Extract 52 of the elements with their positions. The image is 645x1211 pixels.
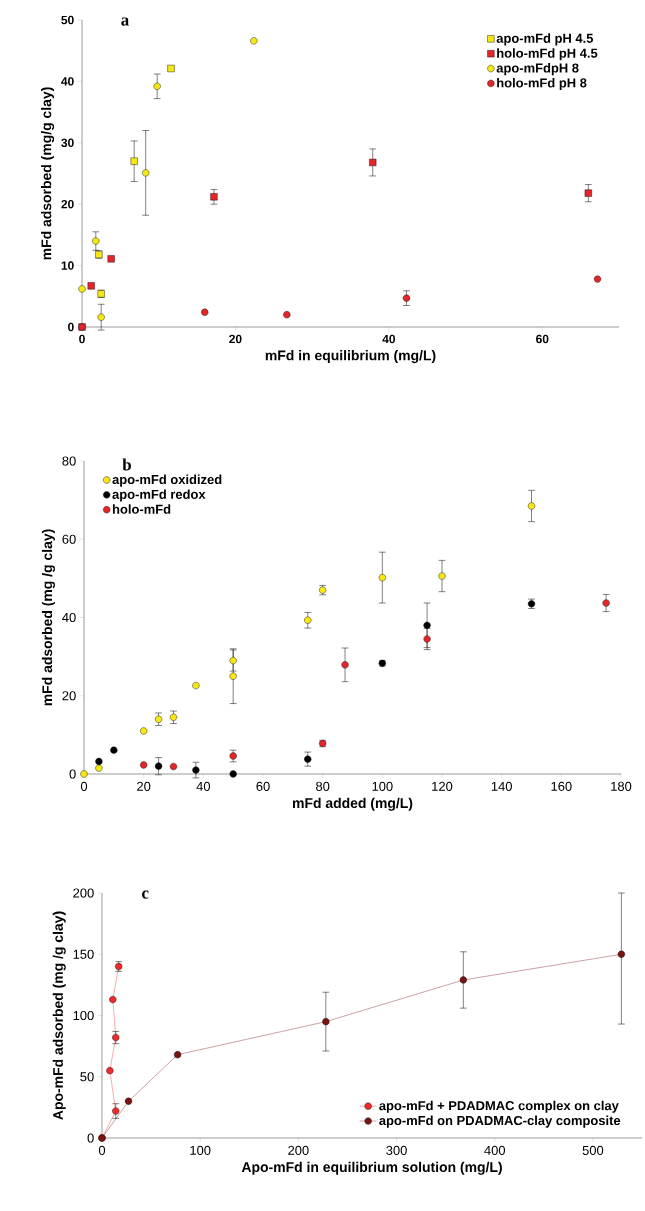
x-tick-label: 120	[432, 781, 453, 791]
x-tick-label: 400	[484, 1145, 506, 1155]
x-tick-label: 300	[386, 1145, 407, 1155]
y-tick-label: 20	[61, 199, 74, 209]
x-tick-label: 40	[382, 334, 396, 344]
y-tick-label: 30	[61, 138, 74, 148]
y-tick-label: 0	[68, 322, 74, 332]
legend-label: apo-mFd + PDADMAC complex on clay	[379, 1100, 619, 1113]
legend-label: holo-mFd	[112, 504, 171, 514]
y-tick-label: 60	[62, 534, 76, 544]
y-axis-title: Apo-mFd adsorbed (mg /g clay)	[52, 911, 66, 1120]
x-tick-label: 160	[551, 781, 572, 791]
x-tick-label: 60	[536, 334, 549, 344]
y-tick-label: 20	[62, 691, 76, 701]
x-tick-label: 100	[190, 1145, 211, 1155]
legend-label: holo-mFd pH 4.5	[497, 48, 598, 61]
y-tick-label: 50	[61, 15, 74, 25]
x-tick-label: 40	[196, 781, 211, 791]
legend-label: apo-mFdpH 8	[496, 63, 579, 76]
legend-label: apo-mFd on PDADMAC-clay composite	[379, 1115, 621, 1128]
x-axis-title: mFd added (mg/L)	[292, 797, 413, 811]
chart-title: b	[122, 458, 131, 471]
y-tick-label: 80	[62, 456, 76, 466]
x-tick-label: 80	[316, 781, 330, 791]
chart-title: a	[121, 17, 129, 26]
x-tick-label: 0	[98, 1145, 106, 1155]
y-tick-label: 200	[73, 888, 94, 898]
y-axis-title: mFd adsorbed (mg/g clay)	[41, 87, 55, 260]
x-axis-title: mFd in equilibrium (mg/L)	[265, 350, 436, 364]
x-tick-label: 200	[288, 1145, 309, 1155]
y-tick-label: 50	[80, 1072, 94, 1082]
y-tick-label: 0	[87, 1133, 94, 1143]
x-axis-title: Apo-mFd in equilibrium solution (mg/L)	[241, 1161, 502, 1175]
y-tick-label: 40	[61, 77, 74, 86]
x-tick-label: 60	[256, 781, 270, 791]
y-tick-label: 40	[62, 612, 76, 623]
x-tick-label: 180	[611, 781, 632, 791]
y-tick-label: 10	[61, 261, 74, 270]
y-tick-label: 0	[69, 769, 76, 779]
legend-label: apo-mFd oxidized	[112, 474, 222, 487]
legend-label: holo-mFd pH 8	[497, 77, 587, 91]
y-axis-title: mFd adsorbed (mg /g clay)	[41, 529, 55, 706]
x-tick-label: 140	[491, 781, 512, 791]
y-tick-label: 100	[73, 1010, 94, 1021]
x-tick-label: 20	[229, 334, 242, 344]
chart-title: c	[142, 890, 149, 899]
x-tick-label: 100	[372, 781, 393, 791]
y-tick-label: 150	[73, 949, 94, 959]
legend-label: apo-mFd pH 4.5	[496, 33, 594, 46]
x-tick-label: 20	[137, 781, 151, 791]
legend-label: apo-mFd redox	[112, 489, 206, 502]
x-tick-label: 500	[582, 1145, 604, 1155]
